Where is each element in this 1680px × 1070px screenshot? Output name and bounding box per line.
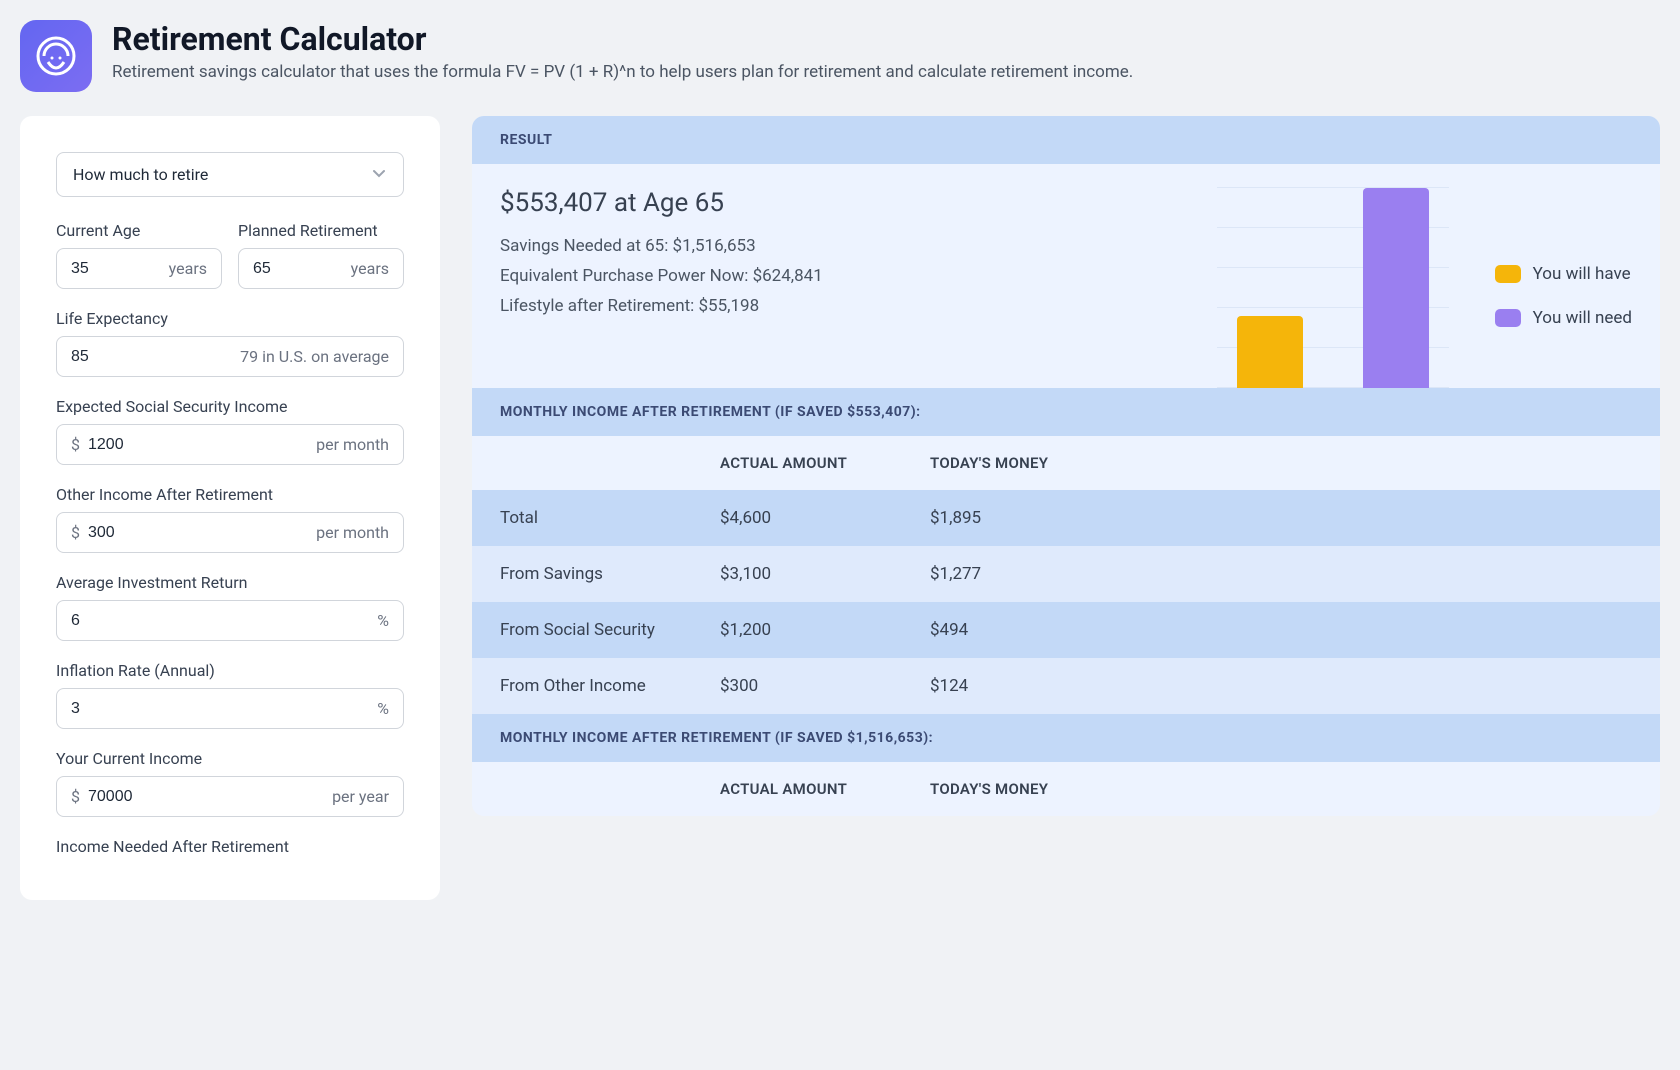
input-panel: How much to retire Current Age years Pla… <box>20 116 440 900</box>
table-cell: $4,600 <box>720 508 930 528</box>
dollar-prefix: $ <box>71 435 80 454</box>
investment-return-label: Average Investment Return <box>56 573 404 592</box>
investment-return-unit: % <box>377 611 389 630</box>
table-cell: From Savings <box>500 564 720 584</box>
income-needed-label: Income Needed After Retirement <box>56 837 404 856</box>
table-cell: $1,895 <box>930 508 1632 528</box>
table1: ACTUAL AMOUNT TODAY'S MONEY Total$4,600$… <box>472 436 1660 714</box>
table2-head-c2: ACTUAL AMOUNT <box>720 780 930 798</box>
table1-head-c3: TODAY'S MONEY <box>930 454 1632 472</box>
result-section-header: RESULT <box>472 116 1660 164</box>
mode-select-value: How much to retire <box>73 165 208 184</box>
inflation-rate-unit: % <box>377 699 389 718</box>
other-income-label: Other Income After Retirement <box>56 485 404 504</box>
app-icon <box>20 20 92 92</box>
table2-section-header: MONTHLY INCOME AFTER RETIREMENT (IF SAVE… <box>472 714 1660 762</box>
table2-head-c3: TODAY'S MONEY <box>930 780 1632 798</box>
other-income-unit: per month <box>316 523 389 542</box>
other-income-input[interactable] <box>88 524 308 542</box>
planned-retirement-unit: years <box>351 259 389 278</box>
table-row: From Social Security$1,200$494 <box>472 602 1660 658</box>
current-income-unit: per year <box>332 787 389 806</box>
investment-return-input[interactable] <box>71 612 369 630</box>
table-cell: $124 <box>930 676 1632 696</box>
table-row: From Savings$3,100$1,277 <box>472 546 1660 602</box>
planned-retirement-input[interactable] <box>253 260 343 278</box>
table-cell: $1,277 <box>930 564 1632 584</box>
result-panel: RESULT $553,407 at Age 65 Savings Needed… <box>472 116 1660 816</box>
table-row: Total$4,600$1,895 <box>472 490 1660 546</box>
table-cell: $494 <box>930 620 1632 640</box>
table-cell: Total <box>500 508 720 528</box>
life-expectancy-hint: 79 in U.S. on average <box>240 347 389 366</box>
mode-select[interactable]: How much to retire <box>56 152 404 197</box>
current-age-label: Current Age <box>56 221 222 240</box>
page-title: Retirement Calculator <box>112 20 1133 58</box>
planned-retirement-label: Planned Retirement <box>238 221 404 240</box>
result-lifestyle: Lifestyle after Retirement: $55,198 <box>500 296 1197 316</box>
table2: ACTUAL AMOUNT TODAY'S MONEY <box>472 762 1660 816</box>
legend-swatch-need <box>1495 309 1521 327</box>
table-cell: $300 <box>720 676 930 696</box>
legend-need: You will need <box>1495 308 1632 328</box>
life-expectancy-input[interactable] <box>71 348 232 366</box>
current-income-label: Your Current Income <box>56 749 404 768</box>
result-chart: You will have You will need <box>1217 188 1632 388</box>
table-row: From Other Income$300$124 <box>472 658 1660 714</box>
result-savings-needed: Savings Needed at 65: $1,516,653 <box>500 236 1197 256</box>
legend-have: You will have <box>1495 264 1632 284</box>
table-cell: From Social Security <box>500 620 720 640</box>
bar-need <box>1363 188 1429 388</box>
legend-swatch-have <box>1495 265 1521 283</box>
table1-section-header: MONTHLY INCOME AFTER RETIREMENT (IF SAVE… <box>472 388 1660 436</box>
bar-have <box>1237 316 1303 388</box>
table1-head-c2: ACTUAL AMOUNT <box>720 454 930 472</box>
inflation-rate-label: Inflation Rate (Annual) <box>56 661 404 680</box>
page-subtitle: Retirement savings calculator that uses … <box>112 62 1133 82</box>
chevron-down-icon <box>371 165 387 185</box>
current-age-input[interactable] <box>71 260 161 278</box>
social-security-label: Expected Social Security Income <box>56 397 404 416</box>
result-headline: $553,407 at Age 65 <box>500 188 1197 218</box>
inflation-rate-input[interactable] <box>71 700 369 718</box>
legend-have-label: You will have <box>1533 264 1631 284</box>
table-cell: $1,200 <box>720 620 930 640</box>
result-purchase-power: Equivalent Purchase Power Now: $624,841 <box>500 266 1197 286</box>
dollar-prefix: $ <box>71 523 80 542</box>
current-age-unit: years <box>169 259 207 278</box>
table-cell: From Other Income <box>500 676 720 696</box>
table1-head-c1 <box>500 454 720 472</box>
social-security-input[interactable] <box>88 436 308 454</box>
page-header: Retirement Calculator Retirement savings… <box>20 20 1660 92</box>
social-security-unit: per month <box>316 435 389 454</box>
life-expectancy-label: Life Expectancy <box>56 309 404 328</box>
dollar-prefix: $ <box>71 787 80 806</box>
legend-need-label: You will need <box>1533 308 1632 328</box>
table2-head-c1 <box>500 780 720 798</box>
current-income-input[interactable] <box>88 788 324 806</box>
table-cell: $3,100 <box>720 564 930 584</box>
